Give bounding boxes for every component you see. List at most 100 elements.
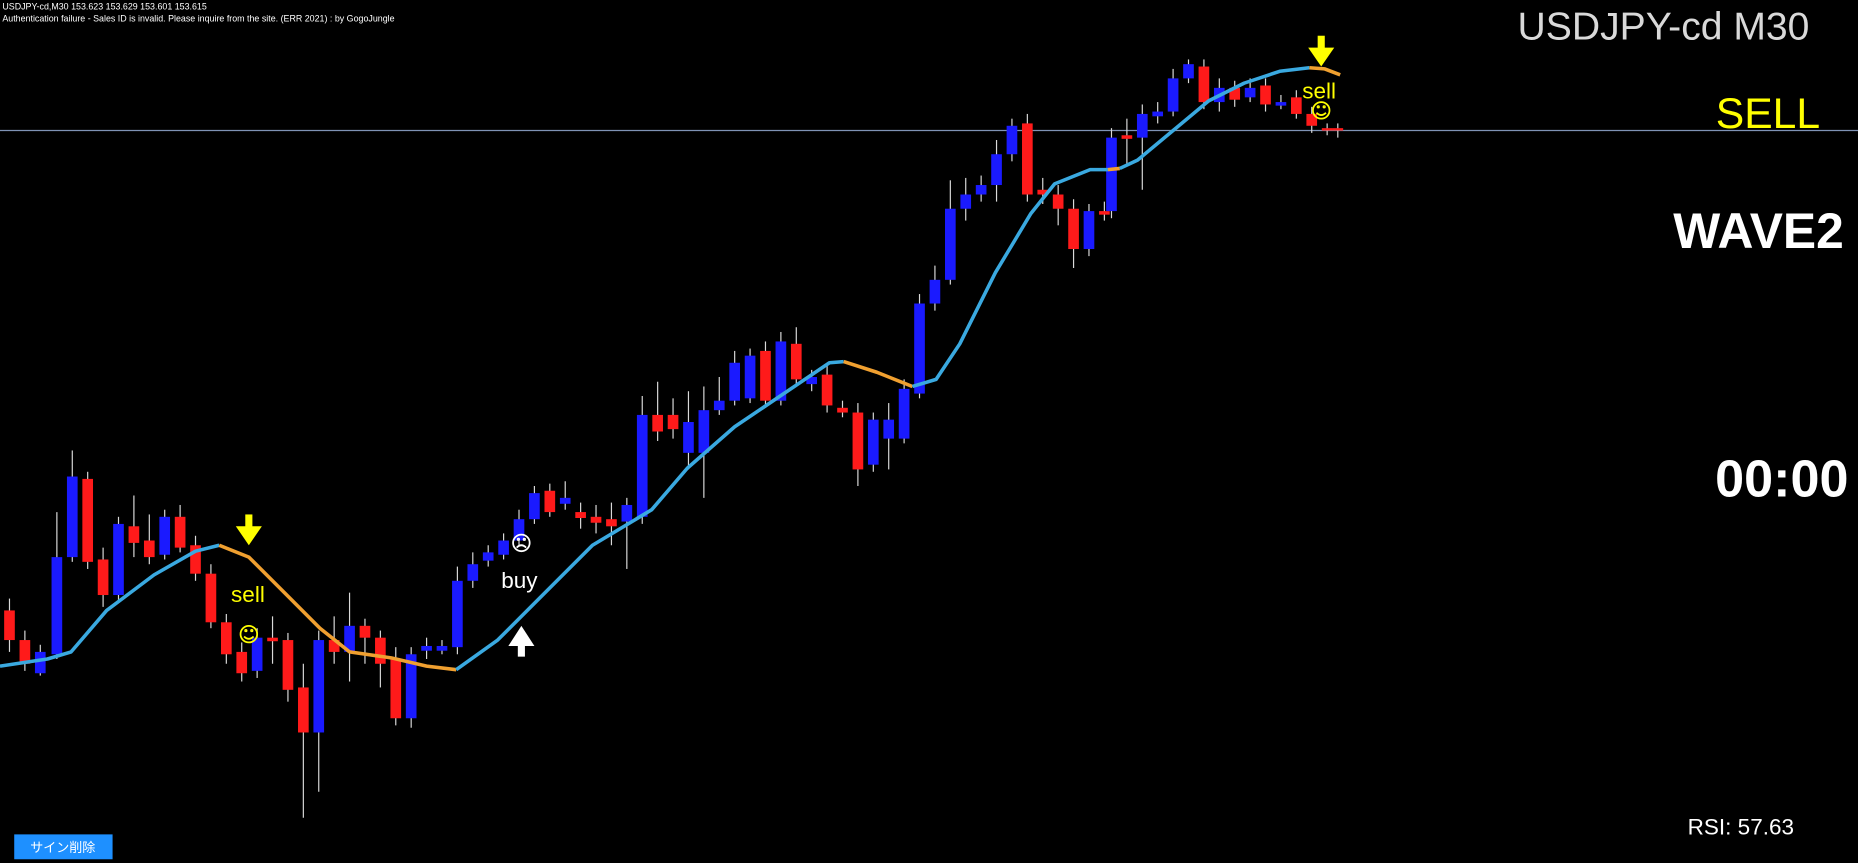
- button-bg: [14, 834, 113, 860]
- candle-body: [34, 651, 46, 674]
- candle-body: [390, 659, 402, 719]
- candle-body: [251, 637, 263, 671]
- ma-segment: [1309, 65, 1341, 77]
- remove-signs-button[interactable]: サイン削除: [14, 834, 113, 860]
- candle-body: [1083, 211, 1095, 250]
- candle-body: [1321, 128, 1333, 131]
- candle-body: [82, 478, 94, 562]
- candle-body: [636, 414, 648, 517]
- candle-body: [852, 412, 864, 470]
- candle-body: [1275, 102, 1287, 106]
- auth-message: Authentication failure - Sales ID is inv…: [2, 14, 394, 24]
- candle-body: [298, 687, 309, 733]
- candle-body: [436, 645, 448, 651]
- candles: [4, 59, 1344, 818]
- candle-body: [159, 516, 171, 555]
- candle-body: [898, 388, 910, 439]
- buy-arrow: [508, 625, 535, 657]
- candle-body: [19, 640, 31, 664]
- candle-body: [698, 410, 710, 453]
- candle-body: [867, 419, 879, 465]
- signal-label: buy: [501, 568, 538, 593]
- candle-body: [1291, 97, 1302, 114]
- candle-body: [667, 414, 679, 430]
- candle-body: [1136, 113, 1148, 138]
- timer: 00:00: [1715, 451, 1848, 509]
- candle-body: [205, 573, 217, 623]
- candle-body: [1052, 194, 1064, 209]
- candle-body: [66, 476, 78, 558]
- candle-body: [1183, 64, 1194, 79]
- candle-body: [529, 493, 540, 520]
- candle-body: [544, 490, 556, 513]
- ma-segment: [1107, 166, 1120, 172]
- candle-body: [1006, 125, 1018, 155]
- candle-body: [1068, 208, 1079, 250]
- candle-body: [883, 419, 895, 439]
- smiley: [1312, 101, 1331, 120]
- ma-segment: [455, 359, 844, 672]
- candle-body: [344, 625, 355, 652]
- candle-body: [621, 504, 633, 522]
- ma-segment: [218, 543, 457, 672]
- candle-body: [513, 519, 525, 541]
- candle-body: [1121, 135, 1133, 139]
- candle-body: [1229, 87, 1241, 100]
- ma-segment: [0, 543, 220, 668]
- candle-body: [1306, 113, 1318, 126]
- candle-body: [236, 651, 248, 674]
- candle-body: [975, 185, 987, 195]
- candle-body: [97, 559, 109, 596]
- candle-body: [421, 645, 432, 651]
- candle-body: [683, 422, 694, 453]
- candle-body: [713, 400, 725, 411]
- wave: WAVE2: [1673, 203, 1843, 259]
- candle-body: [1332, 128, 1344, 131]
- candle-body: [1198, 66, 1210, 103]
- ma-segment: [1119, 65, 1310, 171]
- candle-body: [498, 540, 509, 555]
- candle-body: [328, 640, 340, 652]
- candle-body: [606, 519, 617, 527]
- candle-body: [760, 350, 771, 401]
- signal-label: sell: [231, 582, 265, 607]
- sell-arrow: [235, 514, 262, 546]
- button-label[interactable]: サイン削除: [30, 840, 95, 855]
- ma-segment: [911, 167, 1108, 389]
- ma-segment: [843, 359, 914, 389]
- candle-body: [482, 552, 494, 561]
- candle-body: [652, 414, 663, 432]
- candle-body: [729, 362, 741, 401]
- candle-body: [559, 497, 571, 504]
- candle-body: [1152, 111, 1164, 117]
- candle-body: [575, 512, 586, 519]
- candle-body: [220, 622, 232, 655]
- symbol-title: USDJPY-cd M30: [1518, 5, 1810, 48]
- candle-body: [944, 208, 956, 280]
- candle-body: [744, 355, 756, 399]
- candle-body: [467, 564, 479, 581]
- candle-body: [1244, 87, 1256, 98]
- symbol-info: USDJPY-cd,M30 153.623 153.629 153.601 15…: [2, 2, 207, 12]
- candle-body: [821, 374, 833, 406]
- candle-body: [452, 580, 463, 648]
- candle-body: [1022, 123, 1033, 195]
- candle-body: [113, 523, 124, 596]
- candle-body: [837, 407, 848, 413]
- signal: SELL: [1716, 90, 1820, 138]
- candle-body: [128, 526, 140, 543]
- moving-average: [0, 65, 1341, 672]
- candle-body: [375, 637, 386, 664]
- candle-body: [991, 154, 1002, 186]
- sell-arrow: [1308, 35, 1335, 67]
- candle-body: [960, 194, 972, 209]
- candle-body: [1167, 78, 1179, 112]
- signal-label: sell: [1302, 79, 1336, 104]
- candle-body: [1037, 189, 1049, 195]
- candle-body: [190, 545, 201, 574]
- candle-body: [790, 343, 802, 380]
- candle-body: [929, 279, 941, 304]
